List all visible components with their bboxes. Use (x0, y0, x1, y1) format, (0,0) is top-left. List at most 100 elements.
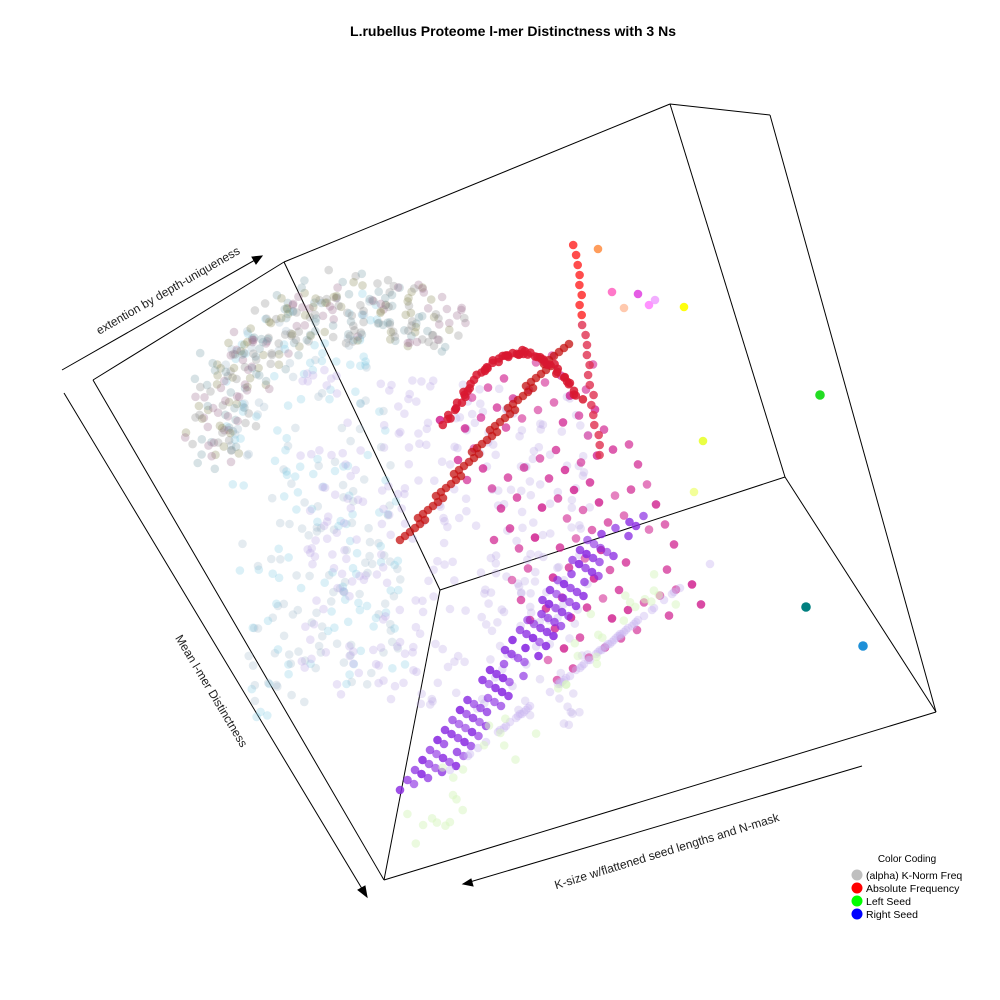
data-point (236, 434, 245, 443)
data-point (484, 721, 494, 730)
data-point (583, 370, 593, 380)
data-point (378, 563, 388, 572)
data-point (429, 312, 439, 322)
data-point (537, 609, 546, 619)
data-point (226, 446, 236, 455)
data-point (305, 304, 314, 313)
data-point (448, 790, 458, 800)
data-point (333, 583, 342, 593)
data-point (283, 441, 293, 451)
data-point (518, 523, 527, 533)
data-point (381, 300, 390, 310)
data-point (425, 700, 435, 709)
data-point (698, 436, 708, 446)
data-point (571, 665, 581, 675)
data-point (476, 399, 485, 409)
data-point (379, 406, 388, 416)
data-point (390, 681, 400, 691)
data-point (571, 250, 581, 260)
data-point (487, 626, 497, 636)
data-point (400, 484, 410, 493)
data-point (222, 422, 231, 431)
data-point (307, 618, 317, 627)
data-point (679, 302, 689, 312)
data-point (324, 570, 334, 580)
data-point (339, 462, 348, 471)
data-point (271, 314, 281, 324)
data-point (358, 310, 367, 320)
data-point (220, 376, 229, 386)
data-point (279, 492, 289, 501)
data-point (384, 481, 393, 491)
data-point (577, 310, 586, 320)
data-point (331, 293, 341, 303)
data-point (418, 335, 427, 344)
data-point (380, 599, 390, 608)
data-point (491, 683, 500, 693)
data-point (511, 713, 521, 723)
data-point (356, 399, 365, 409)
data-point (371, 300, 381, 310)
data-point (236, 346, 245, 356)
data-point (529, 446, 539, 456)
data-point (240, 340, 249, 349)
data-point (404, 301, 414, 311)
data-point (500, 645, 510, 655)
data-point (293, 605, 303, 615)
data-point (282, 303, 292, 313)
data-point (536, 419, 545, 429)
data-point (445, 604, 455, 614)
data-point (232, 345, 241, 355)
data-point (365, 294, 375, 304)
data-point (379, 504, 388, 514)
data-point (417, 689, 427, 699)
x-axis-arrowhead (461, 878, 474, 887)
data-point (486, 588, 496, 597)
data-point (349, 321, 358, 331)
data-point (425, 745, 435, 755)
data-point (552, 675, 562, 685)
data-point (202, 380, 212, 390)
data-point (433, 735, 442, 745)
data-point (478, 464, 488, 473)
data-point (553, 684, 563, 693)
y-axis-arrowhead (251, 255, 264, 265)
data-point (383, 510, 393, 520)
data-point (487, 484, 497, 493)
data-point (359, 317, 368, 327)
data-point (564, 611, 573, 621)
data-point (438, 644, 448, 654)
data-point (349, 277, 358, 287)
data-point (287, 479, 296, 489)
data-point (453, 443, 462, 453)
data-point (289, 338, 299, 348)
data-point (232, 399, 242, 409)
data-point (374, 287, 384, 297)
data-point (262, 314, 271, 324)
data-point (609, 635, 619, 645)
data-point (340, 587, 349, 597)
data-point (334, 301, 343, 311)
data-point (452, 747, 462, 757)
data-point (265, 679, 274, 689)
data-point (381, 426, 390, 435)
data-point (272, 599, 281, 609)
data-point (266, 318, 276, 328)
data-point (251, 352, 260, 361)
data-point (300, 321, 310, 330)
data-point (394, 429, 404, 438)
legend-label: Absolute Frequency (866, 883, 960, 895)
data-point (298, 376, 307, 386)
data-point (266, 359, 276, 369)
data-point (401, 310, 411, 320)
data-point (313, 517, 322, 527)
data-point (476, 568, 486, 577)
data-point (601, 641, 611, 651)
data-point (290, 472, 300, 481)
data-point (230, 350, 240, 359)
data-point (218, 428, 227, 437)
data-point (229, 327, 239, 337)
data-point (292, 308, 301, 317)
data-point (671, 600, 681, 609)
data-point (313, 454, 322, 464)
